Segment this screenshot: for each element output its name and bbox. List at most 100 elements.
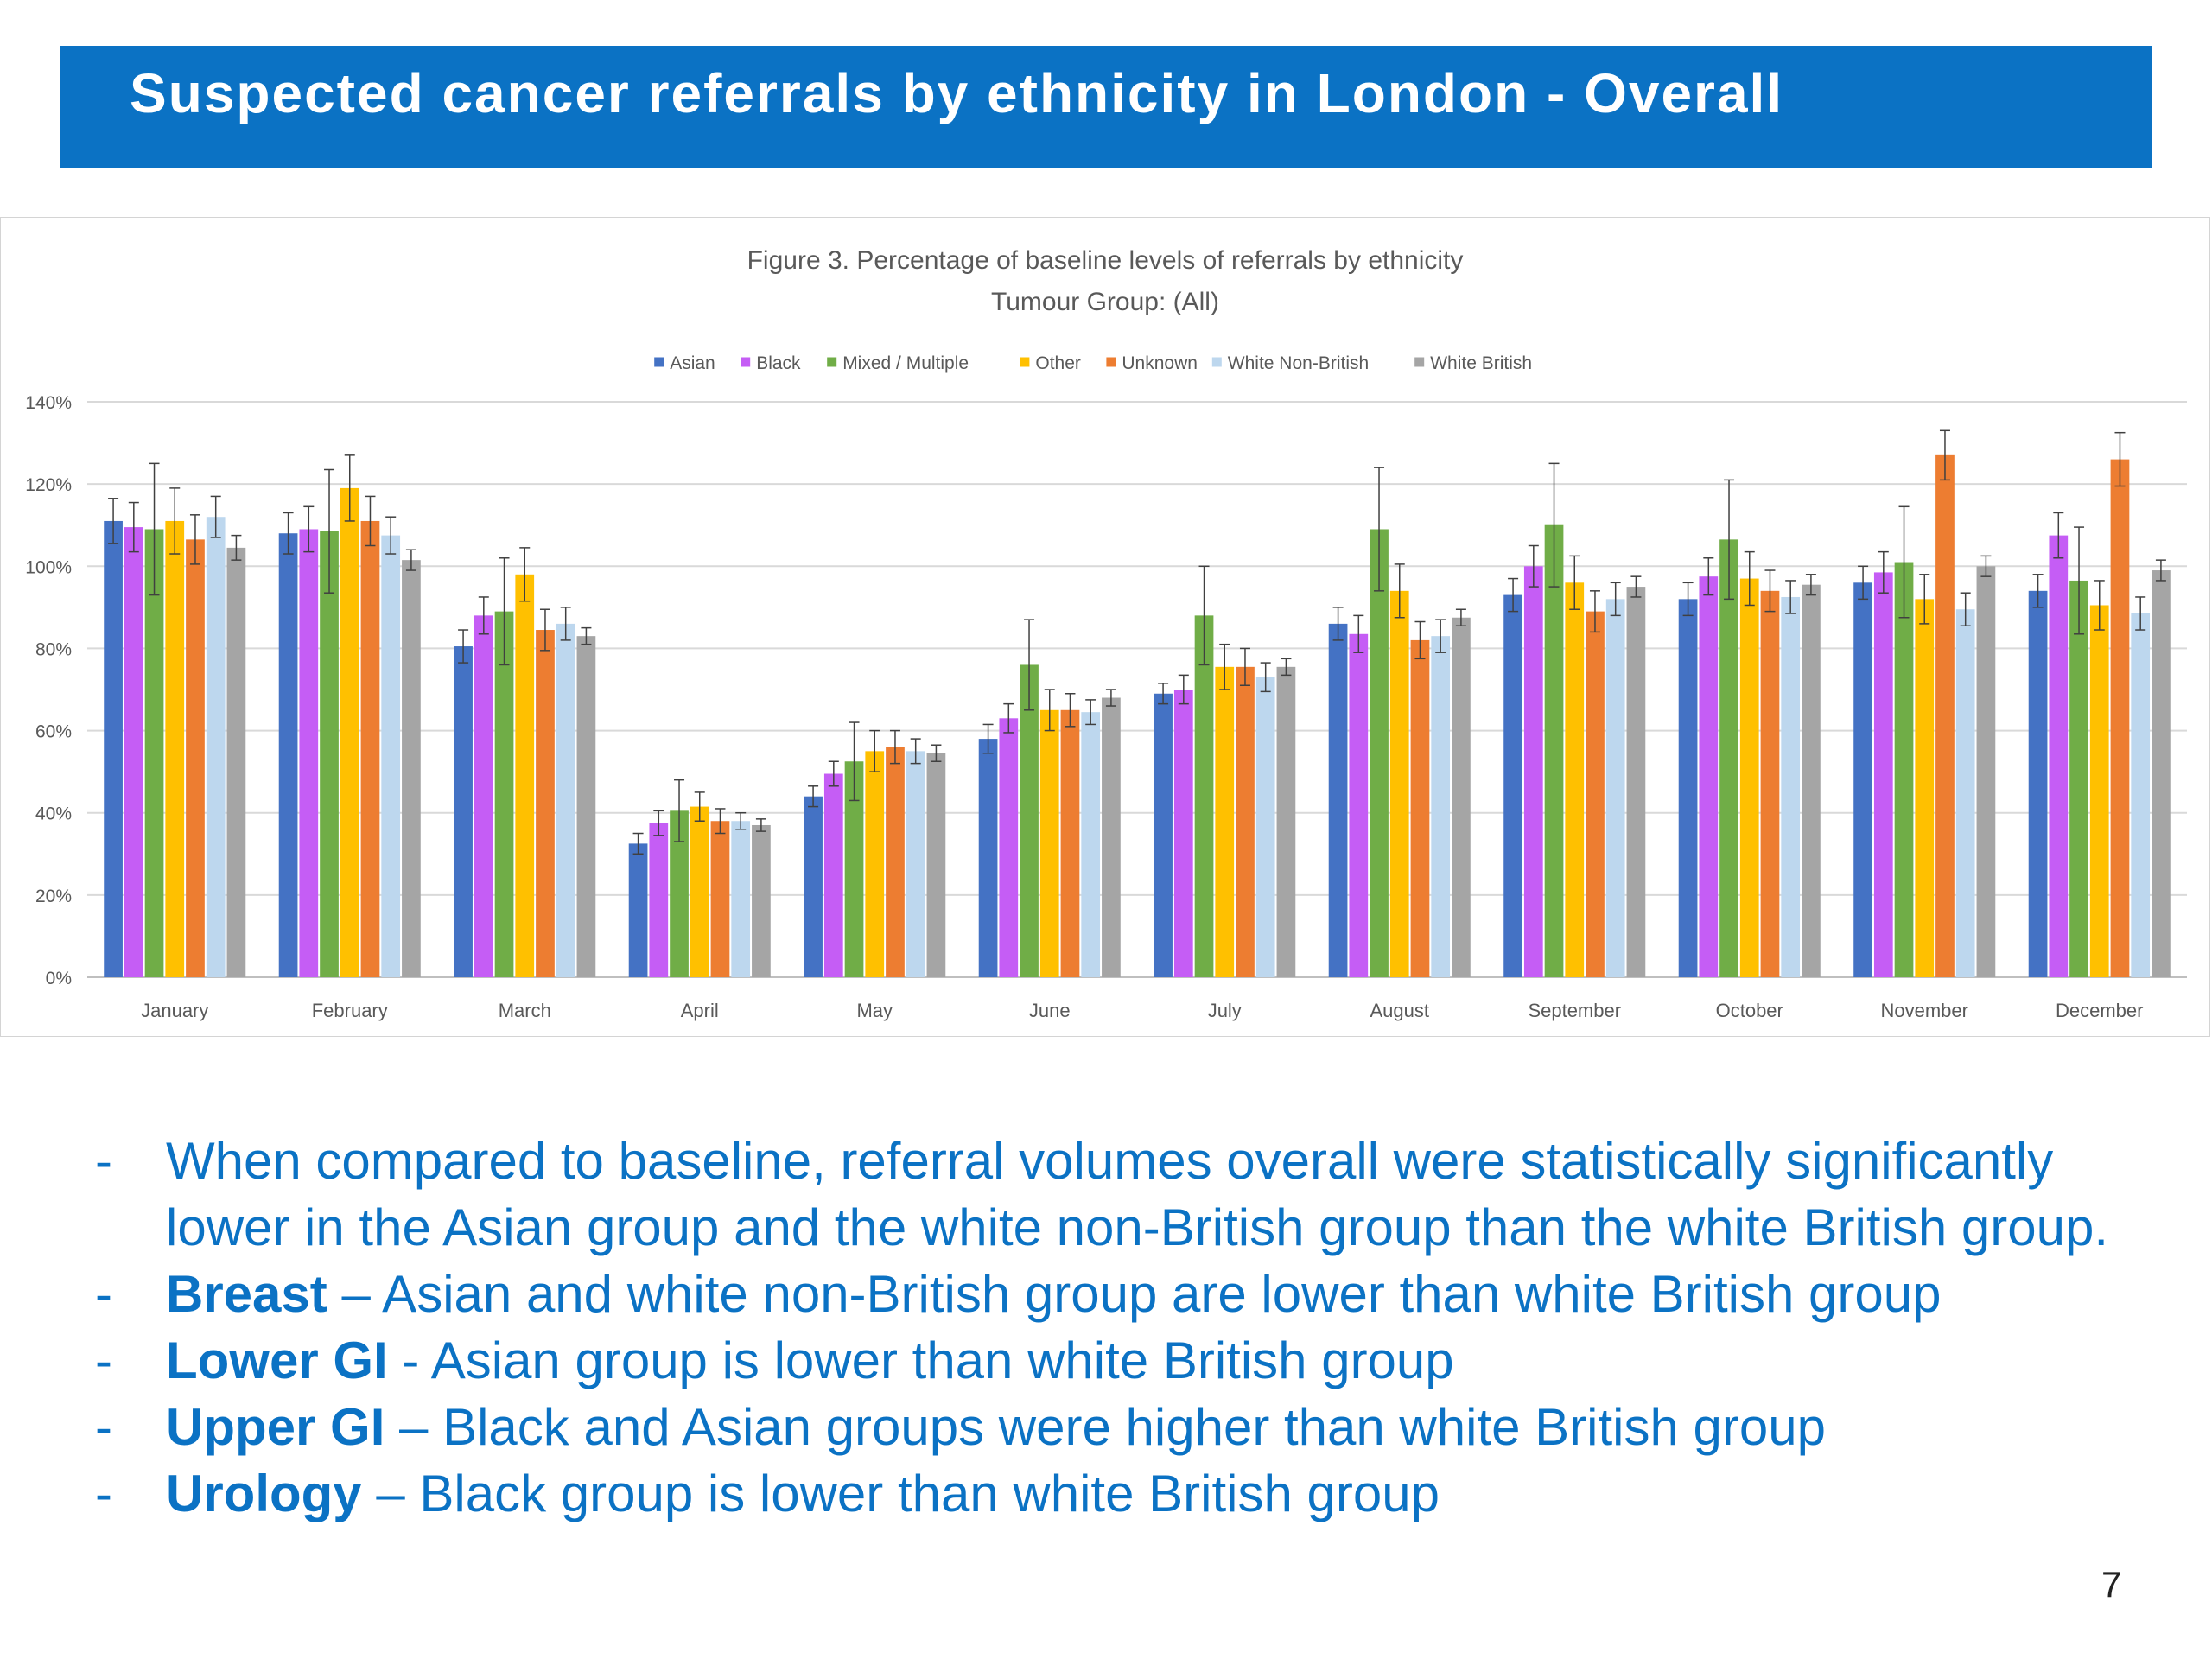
- bar: [165, 520, 185, 977]
- legend-swatch: [827, 357, 837, 367]
- bar: [1255, 677, 1275, 977]
- bar: [2131, 613, 2151, 977]
- legend-swatch: [1211, 357, 1222, 367]
- bar: [1586, 611, 1605, 977]
- bar: [1431, 636, 1451, 977]
- x-tick-label: July: [1208, 1000, 1242, 1021]
- bar: [1565, 582, 1585, 977]
- chart-panel: Figure 3. Percentage of baseline levels …: [0, 217, 2210, 1037]
- legend-swatch: [654, 357, 664, 367]
- bullet-dash: -: [95, 1465, 112, 1522]
- bar: [206, 517, 226, 977]
- y-tick-label: 80%: [35, 639, 72, 659]
- y-tick-label: 40%: [35, 804, 72, 824]
- legend-swatch: [1020, 357, 1030, 367]
- y-tick-label: 140%: [25, 393, 72, 413]
- legend-label: Black: [756, 353, 801, 373]
- x-axis: January February March April May June July Augu…: [141, 1000, 2143, 1021]
- bar: [978, 739, 998, 977]
- bar: [104, 520, 123, 977]
- bar: [1349, 633, 1369, 977]
- bar: [752, 824, 771, 977]
- y-axis: 0% 20% 40% 60% 80% 100% 120% 140%: [25, 393, 72, 988]
- chart-legend: Asian Black Mixed / Multiple Other Unknown Wh…: [654, 353, 1532, 373]
- finding-item: - Urology – Black group is lower than whi…: [95, 1460, 2126, 1527]
- bar: [1626, 587, 1646, 977]
- bar: [886, 747, 905, 977]
- bar: [1976, 566, 1996, 977]
- legend-swatch: [1414, 357, 1425, 367]
- x-tick-label: October: [1716, 1000, 1783, 1021]
- bar: [1154, 693, 1173, 977]
- bar: [1370, 529, 1389, 977]
- bar: [454, 646, 473, 977]
- bar: [999, 718, 1019, 977]
- bar: [1215, 666, 1235, 977]
- x-tick-label: January: [141, 1000, 208, 1021]
- bar: [1894, 562, 1914, 977]
- bar: [381, 535, 401, 977]
- bar: [1410, 639, 1430, 977]
- finding-item: - Lower GI - Asian group is lower than wh…: [95, 1327, 2126, 1394]
- bar-chart: Figure 3. Percentage of baseline levels …: [25, 246, 2187, 1021]
- bar: [556, 623, 575, 977]
- bullet-dash: -: [95, 1398, 112, 1456]
- bar: [576, 636, 596, 977]
- findings-list: - When compared to baseline, referral vol…: [95, 1128, 2126, 1527]
- bar: [1678, 599, 1698, 977]
- slide-title: Suspected cancer referrals by ethnicity …: [130, 62, 1784, 124]
- bar: [1276, 666, 1296, 977]
- finding-text: When compared to baseline, referral volu…: [166, 1132, 2109, 1256]
- bar: [278, 533, 298, 977]
- bar: [1760, 590, 1780, 977]
- bar: [1328, 623, 1348, 977]
- chart-title: Figure 3. Percentage of baseline levels …: [747, 246, 1464, 275]
- bar: [2089, 605, 2109, 977]
- legend-swatch: [1106, 357, 1116, 367]
- finding-text: – Asian and white non-British group are …: [327, 1265, 1942, 1323]
- y-tick-label: 60%: [35, 722, 72, 742]
- bar: [124, 527, 143, 977]
- slide-header: Suspected cancer referrals by ethnicity …: [60, 46, 2152, 168]
- bar: [670, 810, 689, 977]
- bar: [731, 821, 751, 977]
- legend-label: Other: [1035, 353, 1081, 373]
- legend-label: White Non-British: [1228, 353, 1369, 373]
- legend-swatch: [741, 357, 751, 367]
- y-tick-label: 120%: [25, 475, 72, 495]
- y-tick-label: 20%: [35, 887, 72, 906]
- bullet-dash: -: [95, 1132, 112, 1190]
- bar: [1719, 539, 1738, 977]
- finding-topic: Breast: [166, 1265, 327, 1323]
- bar: [1873, 572, 1893, 977]
- y-tick-label: 100%: [25, 557, 72, 577]
- bar: [226, 547, 246, 977]
- bar: [1915, 599, 1935, 977]
- finding-text: – Black group is lower than white Britis…: [361, 1465, 1440, 1522]
- x-tick-label: June: [1029, 1000, 1071, 1021]
- finding-topic: Upper GI: [166, 1398, 385, 1456]
- bar: [865, 751, 885, 977]
- bar: [1081, 712, 1101, 977]
- bar: [320, 531, 339, 977]
- x-tick-label: April: [681, 1000, 719, 1021]
- bar: [2069, 580, 2088, 977]
- bar: [299, 529, 319, 977]
- bar: [804, 796, 823, 977]
- chart-bars: [104, 429, 2171, 977]
- bar: [1802, 584, 1821, 977]
- x-tick-label: March: [499, 1000, 551, 1021]
- bar: [515, 574, 535, 977]
- bar: [1523, 566, 1543, 977]
- bar: [823, 773, 843, 977]
- bar: [1173, 690, 1193, 977]
- bar: [1102, 697, 1121, 977]
- bar: [402, 560, 421, 977]
- bar: [1955, 609, 1975, 977]
- x-tick-label: August: [1370, 1000, 1430, 1021]
- bullet-dash: -: [95, 1265, 112, 1323]
- bar: [1503, 594, 1522, 977]
- bar: [2110, 459, 2130, 977]
- x-tick-label: May: [856, 1000, 893, 1021]
- bar: [2152, 570, 2171, 977]
